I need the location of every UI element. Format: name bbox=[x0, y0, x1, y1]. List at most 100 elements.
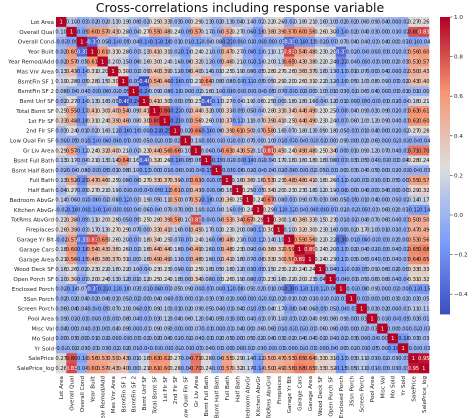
heatmap-cell bbox=[128, 284, 140, 295]
heatmap-cell bbox=[325, 125, 337, 136]
cell-value-label: 0.53 bbox=[408, 59, 420, 65]
colorbar-segment bbox=[440, 185, 450, 189]
heatmap-cell bbox=[346, 313, 357, 324]
cell-value-label: 0.12 bbox=[118, 277, 130, 283]
cell-value-label: 0.28 bbox=[169, 366, 181, 372]
cell-value-label: 0.36 bbox=[107, 247, 119, 253]
heatmap-cell bbox=[149, 284, 160, 295]
heatmap-cell bbox=[211, 185, 223, 196]
cell-value-label: 0.13 bbox=[55, 69, 67, 75]
heatmap-cell bbox=[118, 323, 129, 334]
heatmap-cell bbox=[138, 66, 150, 77]
heatmap-cell bbox=[273, 145, 285, 156]
cell-value-label: 0.28 bbox=[200, 356, 212, 362]
cell-value-label: -0.03 bbox=[231, 89, 244, 95]
cell-value-label: 0.33 bbox=[408, 267, 420, 273]
cell-value-label: 0.32 bbox=[149, 158, 161, 164]
cell-value-label: 0.05 bbox=[418, 297, 430, 303]
cell-value-label: -0.01 bbox=[303, 346, 316, 352]
cell-value-label: 0.43 bbox=[66, 69, 78, 75]
cell-value-label: 0.03 bbox=[408, 336, 420, 342]
cell-value-label: -0.01 bbox=[376, 49, 389, 55]
cell-value-label: 0.23 bbox=[273, 178, 285, 184]
cell-value-label: 0.04 bbox=[377, 69, 389, 75]
heatmap-cell bbox=[118, 363, 129, 374]
colorbar-segment bbox=[440, 266, 450, 270]
heatmap-cell bbox=[232, 36, 243, 47]
cell-value-label: 0.07 bbox=[190, 326, 202, 332]
cell-value-label: 0.49 bbox=[273, 366, 285, 372]
cell-value-label: 0.02 bbox=[387, 237, 399, 243]
cell-value-label: 1 bbox=[319, 267, 322, 273]
heatmap-cell bbox=[138, 26, 150, 38]
cell-value-label: -0.04 bbox=[396, 277, 410, 283]
heatmap-cell bbox=[76, 333, 88, 344]
heatmap-cell bbox=[283, 155, 295, 166]
cell-value-label: 0.08 bbox=[128, 20, 140, 26]
cell-value-label: 0.00 bbox=[128, 257, 140, 263]
cell-value-label: -0.12 bbox=[282, 208, 295, 214]
heatmap-cell bbox=[346, 66, 357, 77]
heatmap-cell bbox=[325, 106, 337, 117]
cell-value-label: 0.23 bbox=[273, 267, 285, 273]
heatmap-cell bbox=[335, 284, 347, 295]
cell-value-label: -0.04 bbox=[137, 188, 151, 194]
cell-value-label: 0.23 bbox=[304, 277, 316, 283]
heatmap-cell bbox=[128, 36, 140, 47]
heatmap-cell bbox=[159, 17, 171, 28]
cell-value-label: -0.07 bbox=[179, 237, 192, 243]
cell-value-label: 0.08 bbox=[118, 316, 130, 322]
heatmap-cell bbox=[366, 333, 378, 344]
cell-value-label: 0.03 bbox=[55, 129, 67, 135]
heatmap-cell bbox=[232, 145, 243, 156]
heatmap-cell bbox=[325, 17, 337, 28]
heatmap-cell bbox=[346, 254, 357, 265]
cell-value-label: 0.07 bbox=[356, 69, 368, 75]
heatmap-cell bbox=[242, 234, 254, 245]
heatmap-cell bbox=[283, 195, 295, 206]
cell-value-label: 0.09 bbox=[128, 109, 140, 115]
cell-value-label: 0.04 bbox=[304, 316, 316, 322]
heatmap-cell bbox=[408, 323, 419, 334]
heatmap-cell bbox=[232, 185, 243, 196]
cell-value-label: 0.06 bbox=[180, 316, 192, 322]
cell-value-label: 0.48 bbox=[221, 237, 233, 243]
heatmap-cell bbox=[387, 274, 399, 285]
heatmap-cell bbox=[408, 96, 419, 107]
heatmap-cell bbox=[366, 165, 378, 176]
heatmap-cell bbox=[201, 195, 212, 206]
cell-value-label: 0.11 bbox=[242, 119, 254, 125]
heatmap-cell bbox=[221, 106, 233, 117]
heatmap-cell bbox=[263, 185, 274, 196]
y-tick-label: Open Porch SF bbox=[13, 277, 54, 283]
heatmap-cell bbox=[107, 17, 119, 28]
cell-value-label: -0.01 bbox=[75, 198, 88, 204]
cell-value-label: 1 bbox=[91, 49, 94, 55]
cell-value-label: 0.24 bbox=[314, 257, 326, 263]
cell-value-label: 0.46 bbox=[221, 59, 233, 65]
cell-value-label: 0.49 bbox=[304, 109, 316, 115]
heatmap-cell bbox=[377, 363, 388, 374]
cell-value-label: 0.02 bbox=[55, 59, 67, 65]
heatmap-cell bbox=[252, 185, 264, 196]
heatmap-cell bbox=[408, 224, 419, 235]
colorbar-segment bbox=[440, 68, 450, 72]
cell-value-label: 0.10 bbox=[190, 138, 202, 144]
colorbar-tick-label: −0.4 bbox=[454, 292, 468, 298]
heatmap-cell bbox=[76, 313, 88, 324]
heatmap-cell bbox=[377, 26, 388, 38]
cell-value-label: 0.00 bbox=[377, 89, 389, 95]
y-tick-label: BsmtFin SF 1 bbox=[18, 79, 55, 85]
heatmap-cell bbox=[346, 264, 357, 275]
cell-value-label: 0.02 bbox=[242, 168, 254, 174]
heatmap-cell bbox=[346, 145, 357, 156]
heatmap-cell bbox=[408, 86, 419, 97]
y-tick-label: Mas Vnr Area bbox=[17, 69, 54, 75]
heatmap-cell bbox=[138, 204, 150, 216]
cell-value-label: 0.08 bbox=[76, 168, 88, 174]
cell-value-label: 0.27 bbox=[107, 227, 119, 233]
cell-value-label: 0.03 bbox=[366, 307, 378, 313]
heatmap-cell bbox=[273, 303, 285, 314]
cell-value-label: 0.09 bbox=[180, 287, 192, 293]
heatmap-cell bbox=[242, 224, 254, 235]
